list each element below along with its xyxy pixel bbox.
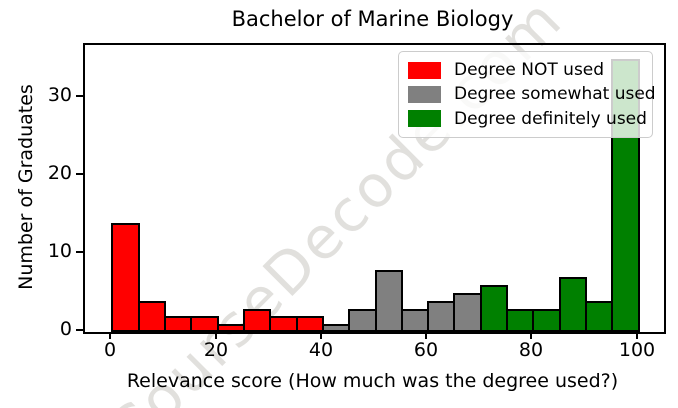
histogram-bar [243, 309, 271, 332]
legend-entry: Degree NOT used [408, 60, 643, 80]
histogram-bar [296, 316, 324, 332]
y-tick-label: 0 [59, 318, 72, 340]
x-tick-label: 0 [103, 339, 117, 361]
y-tick-mark [76, 329, 83, 331]
x-tick-mark [109, 332, 111, 339]
legend-entry: Degree somewhat used [408, 84, 656, 104]
histogram-bar [111, 223, 140, 332]
histogram-bar [453, 293, 482, 332]
bars-layer [85, 45, 664, 332]
histogram-bar [375, 270, 403, 332]
histogram-bar [164, 316, 192, 332]
histogram-bar [585, 301, 613, 332]
histogram-bar [427, 301, 455, 332]
legend-label: Degree somewhat used [454, 84, 656, 105]
legend-label: Degree NOT used [454, 60, 605, 81]
x-tick-label: 60 [413, 339, 439, 361]
x-tick-label: 40 [308, 339, 334, 361]
histogram-bar [506, 309, 534, 332]
x-axis-label: Relevance score (How much was the degree… [126, 370, 619, 392]
y-tick-label: 20 [47, 162, 72, 184]
histogram-bar [348, 309, 377, 332]
chart-title: Bachelor of Marine Biology [231, 7, 514, 31]
x-tick-label: 100 [618, 339, 656, 361]
histogram-bar [217, 324, 245, 332]
legend-swatch [408, 85, 441, 103]
histogram-bar [480, 285, 508, 332]
x-tick-mark [425, 332, 427, 339]
x-tick-mark [320, 332, 322, 339]
histogram-bar [401, 309, 429, 332]
y-tick-label: 10 [47, 240, 72, 262]
x-tick-mark [215, 332, 217, 339]
legend-swatch [408, 61, 441, 79]
histogram-bar [190, 316, 219, 332]
x-tick-label: 20 [203, 339, 229, 361]
histogram-bar [269, 316, 298, 332]
histogram-bar [322, 324, 350, 332]
legend-label: Degree definitely used [454, 108, 647, 129]
y-tick-label: 30 [47, 84, 72, 106]
y-axis-label: Number of Graduates [15, 84, 37, 290]
legend-entry: Degree definitely used [408, 109, 647, 129]
y-tick-mark [76, 173, 83, 175]
legend: Degree NOT used Degree somewhat used Degre… [398, 51, 656, 138]
y-tick-mark [76, 251, 83, 253]
x-tick-mark [636, 332, 638, 339]
histogram-bar [532, 309, 561, 332]
y-tick-mark [76, 95, 83, 97]
histogram-bar [559, 277, 587, 332]
legend-swatch [408, 110, 441, 128]
x-tick-mark [530, 332, 532, 339]
x-tick-label: 80 [518, 339, 544, 361]
histogram-bar [138, 301, 166, 332]
plot-area [83, 43, 666, 334]
